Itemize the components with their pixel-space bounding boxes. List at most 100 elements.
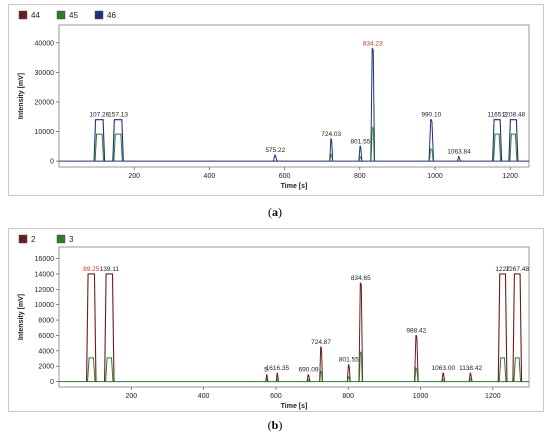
peak-trace — [346, 364, 351, 382]
chart-panel-b: 2 3 0 2000 4000 6000 8000 10000 12000 14000 16000 2… — [8, 228, 544, 412]
caption-b: (b) — [267, 418, 283, 432]
y-axis-title: Intensity [mV] — [18, 73, 25, 119]
peak-label: 157.13 — [108, 112, 128, 119]
caption-a-letter: a — [272, 205, 278, 219]
peak-988.42: 988.42 — [406, 327, 427, 382]
peak-724.03: 724.03 — [321, 131, 342, 162]
peak-139.11: 139.11 — [100, 266, 120, 382]
legend-swatch-3 — [56, 234, 66, 244]
peak-1138.42: 1138.42 — [459, 365, 482, 382]
peak-trace-secondary — [513, 357, 522, 382]
legend-label-45: 45 — [69, 11, 78, 20]
peak-trace-secondary — [87, 357, 96, 382]
peak-trace-secondary — [414, 366, 419, 382]
peak-trace — [319, 346, 324, 382]
peak-label: 1138.42 — [459, 365, 482, 372]
peak-575.22: 575.22 — [265, 147, 286, 162]
x-axis-title: Time [s] — [281, 403, 308, 410]
peak-834.23: 834.23 — [363, 41, 383, 162]
peak-801.55: 801.55 — [339, 357, 359, 382]
x-tick-label: 400 — [204, 173, 216, 180]
legend-label-44: 44 — [31, 11, 40, 20]
x-tick-label: 600 — [279, 173, 291, 180]
peak-trace — [272, 154, 278, 162]
peak-trace-secondary — [265, 378, 269, 382]
peak-label: 834.65 — [351, 275, 371, 282]
y-tick-label: 30000 — [35, 70, 55, 77]
peak-label: 89.25 — [83, 266, 100, 273]
y-tick-label: 6000 — [38, 333, 54, 340]
peak-label: 1616.35 — [266, 365, 290, 372]
peak-trace-secondary — [370, 126, 375, 162]
peak-trace — [428, 119, 435, 162]
peak-1267.48: 1267.48 — [505, 266, 529, 382]
peak-label: 1208.48 — [502, 112, 526, 119]
legend-swatch-44 — [18, 10, 28, 20]
x-tick-label: 400 — [198, 393, 210, 400]
x-tick-label: 600 — [270, 393, 282, 400]
peak-990.10: 990.10 — [421, 112, 442, 162]
peak-trace — [86, 273, 97, 382]
peak-label: 575.22 — [265, 147, 285, 154]
peak-724.87: 724.87 — [311, 339, 331, 382]
peak-label: 1063.84 — [447, 149, 471, 156]
x-tick-label: 1000 — [427, 173, 443, 180]
y-tick-label: 0 — [50, 159, 54, 166]
x-tick-label: 1200 — [485, 393, 501, 400]
peak-label: 5. — [264, 367, 270, 374]
peak-label: 1227 — [495, 266, 510, 273]
peak-1227: 1227 — [495, 266, 510, 382]
peak-trace-secondary — [358, 351, 363, 382]
x-tick-label: 1200 — [502, 173, 518, 180]
peak-trace-secondary — [493, 133, 502, 162]
peak-trace — [329, 138, 334, 162]
peak-trace-secondary — [105, 357, 114, 382]
peak-89.25: 89.25 — [83, 266, 100, 382]
x-tick-label: 800 — [342, 393, 354, 400]
peak-label: 724.87 — [311, 339, 331, 346]
peak-trace — [497, 273, 508, 382]
legend-swatch-2 — [18, 234, 28, 244]
peak-trace — [306, 374, 311, 382]
plot-area — [58, 24, 530, 168]
peak-label: 1165.2 — [487, 112, 507, 119]
legend-label-46: 46 — [107, 11, 116, 20]
peak-trace-secondary — [441, 378, 445, 382]
peak-label: 139.11 — [100, 266, 120, 273]
y-tick-label: 0 — [50, 379, 54, 386]
peak-trace-secondary — [498, 357, 507, 382]
peak-trace — [112, 119, 124, 162]
peak-trace — [275, 372, 279, 382]
y-tick-label: 40000 — [35, 40, 55, 47]
caption-a: (a) — [268, 205, 282, 219]
peak-trace — [468, 372, 473, 382]
peak-157.13: 157.13 — [108, 112, 128, 162]
legend-label-3: 3 — [69, 235, 74, 244]
peak-107.26: 107.26 — [89, 112, 110, 162]
y-tick-label: 14000 — [35, 271, 55, 278]
x-tick-label: 800 — [354, 173, 366, 180]
y-tick-label: 16000 — [35, 256, 55, 263]
y-tick-label: 20000 — [35, 99, 55, 106]
peak-label: 724.03 — [321, 131, 341, 138]
y-tick-label: 10000 — [35, 129, 55, 136]
peak-label: 801.55 — [339, 357, 359, 364]
peak-trace — [104, 273, 115, 382]
peak-trace — [358, 282, 364, 382]
peak-1063.84: 1063.84 — [447, 149, 471, 162]
peak-label: 988.42 — [406, 327, 426, 334]
legend: 44 45 46 — [18, 10, 116, 20]
peak-label: 1267.48 — [505, 266, 529, 273]
x-tick-label: 200 — [125, 393, 137, 400]
peak-801.55: 801.55 — [350, 138, 371, 162]
peak-trace — [512, 273, 523, 382]
peak-trace-secondary — [429, 147, 434, 162]
peak-trace — [265, 374, 269, 382]
peak-label: 1063.00 — [432, 365, 456, 372]
peak-1616.35: 1616.35 — [266, 365, 290, 382]
peak-trace-secondary — [509, 133, 518, 162]
peak-trace — [457, 156, 461, 162]
peak-trace-secondary — [329, 153, 333, 162]
y-tick-label: 10000 — [35, 302, 55, 309]
